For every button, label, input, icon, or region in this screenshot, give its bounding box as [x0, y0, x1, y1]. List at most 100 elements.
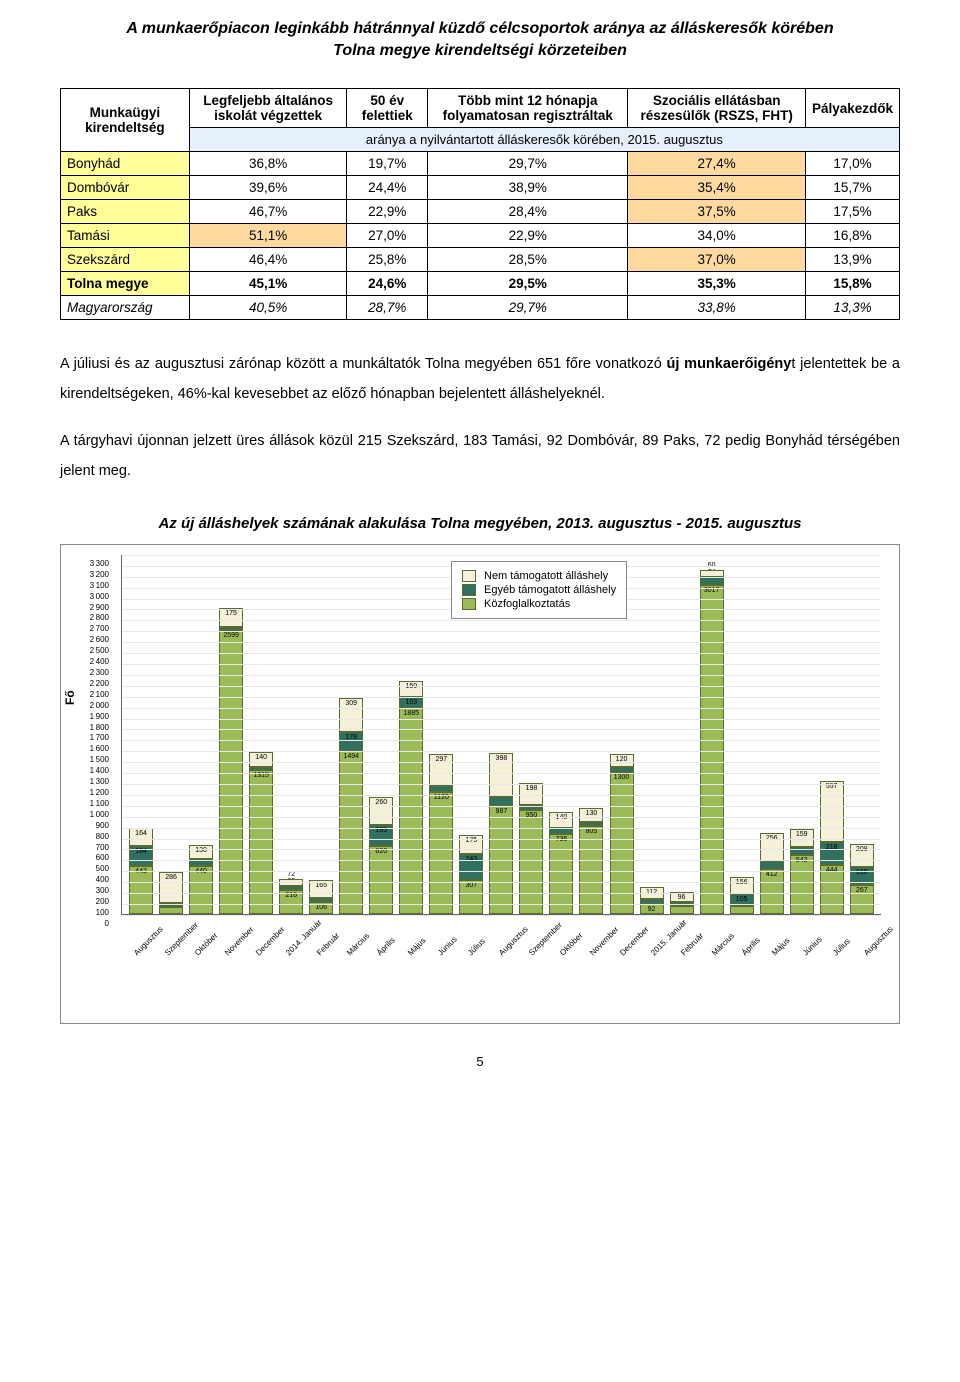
bar-value-label: 105 [731, 896, 753, 903]
cell: 22,9% [347, 200, 428, 224]
legend-label: Közfoglalkoztatás [484, 598, 570, 610]
table-row: Dombóvár39,6%24,4%38,9%35,4%15,7% [61, 176, 900, 200]
y-tick: 1 400 [90, 766, 109, 775]
cell: 35,4% [628, 176, 806, 200]
bar-segment: 130 [579, 808, 603, 822]
bar-segment: 140 [549, 812, 573, 827]
cell: 15,7% [805, 176, 899, 200]
page-number: 5 [60, 1054, 900, 1069]
y-tick: 300 [96, 886, 109, 895]
bar-segment: 68 [670, 906, 694, 913]
y-tick: 2 900 [90, 603, 109, 612]
cell: 38,9% [428, 176, 628, 200]
cell: 37,0% [628, 248, 806, 272]
legend-item: Egyéb támogatott álláshely [462, 584, 616, 596]
bar-segment: 87 [489, 797, 513, 806]
bar-segment: 50 [610, 767, 634, 772]
y-tick: 800 [96, 832, 109, 841]
bar-segment: 412 [760, 869, 784, 914]
bar-value-label: 96 [671, 894, 693, 901]
bar-segment: 150 [399, 681, 423, 697]
bar-segment: 3017 [700, 585, 724, 914]
cell: 16,8% [805, 224, 899, 248]
cell: 51,1% [189, 224, 347, 248]
bar-group: 130050120 [610, 754, 634, 914]
cell: 19,7% [347, 152, 428, 176]
col-header-0: Legfeljebb általános iskolát végzettek [189, 89, 347, 128]
legend-label: Egyéb támogatott álláshely [484, 584, 616, 596]
y-tick: 2 000 [90, 701, 109, 710]
bar-segment: 120 [610, 754, 634, 767]
bar-value-label: 130 [190, 847, 212, 854]
cell: 28,4% [428, 200, 628, 224]
bar-segment: 76 [730, 906, 754, 914]
y-tick: 900 [96, 821, 109, 830]
title-main: A munkaerőpiacon leginkább hátránnyal kü… [60, 20, 900, 38]
bar-segment: 156 [730, 877, 754, 894]
y-tick: 1 900 [90, 712, 109, 721]
cell: 45,1% [189, 272, 347, 296]
bar-segment: 440 [189, 866, 213, 914]
cell: 24,6% [347, 272, 428, 296]
bar-segment: 30 [219, 627, 243, 630]
table-row: Magyarország40,5%28,7%29,7%33,8%13,3% [61, 296, 900, 320]
bar-segment: 297 [429, 754, 453, 786]
legend-swatch [462, 570, 476, 582]
table-body: Bonyhád36,8%19,7%29,7%27,4%17,0%Dombóvár… [61, 152, 900, 320]
row-label: Tolna megye [61, 272, 190, 296]
bar-segment: 398 [489, 753, 513, 796]
bar-value-label: 309 [340, 700, 362, 707]
cell: 35,3% [628, 272, 806, 296]
bar-segment: 735 [549, 834, 573, 914]
bar-value-label: 198 [520, 785, 542, 792]
col-header-1: 50 év felettiek [347, 89, 428, 128]
bar-segment: 140 [249, 752, 273, 767]
bar-value-label: 140 [250, 754, 272, 761]
title-sub: Tolna megye kirendeltségi körzeteiben [60, 42, 900, 60]
cell: 29,5% [428, 272, 628, 296]
bar-segment: 267 [850, 885, 874, 914]
legend-swatch [462, 584, 476, 596]
y-tick: 1 100 [90, 799, 109, 808]
bar-segment: 1120 [429, 792, 453, 914]
legend-item: Közfoglalkoztatás [462, 598, 616, 610]
bar-segment: 950 [519, 810, 543, 914]
y-tick: 2 500 [90, 646, 109, 655]
bar-group: 9240112 [640, 887, 664, 914]
bar-group: 10643165 [309, 880, 333, 914]
bar-segment: 36 [279, 886, 303, 890]
chart-title: Az új álláshelyek számának alakulása Tol… [60, 515, 900, 532]
cell: 27,4% [628, 152, 806, 176]
bar-value-label: 164 [130, 830, 152, 837]
bar-segment: 74 [700, 577, 724, 585]
bar-group: 1885103150 [399, 681, 423, 914]
cell: 40,5% [189, 296, 347, 320]
bar-group: 112052297 [429, 754, 453, 914]
bar-segment: 442 [129, 866, 153, 914]
chart-frame: Fő 01002003004005006007008009001 0001 10… [60, 544, 900, 1024]
bar-segment: 256 [760, 833, 784, 861]
bar-segment: 164 [129, 828, 153, 846]
bar-segment: 74 [790, 847, 814, 855]
bar-value-label: 307 [460, 882, 482, 889]
bar-segment: 62 [159, 907, 183, 914]
legend-swatch [462, 598, 476, 610]
x-axis: AugusztusSzeptemberOktóberNovemberDecemb… [121, 915, 881, 985]
y-tick: 0 [105, 919, 109, 928]
row-label: Tamási [61, 224, 190, 248]
cell: 28,5% [428, 248, 628, 272]
y-tick: 3 200 [90, 570, 109, 579]
bar-segment: 30 [249, 767, 273, 770]
cell: 17,0% [805, 152, 899, 176]
para1-b: új munkaerőigény [667, 356, 792, 372]
bar-segment: 208 [850, 844, 874, 867]
y-tick: 3 100 [90, 581, 109, 590]
bar-segment: 307 [459, 880, 483, 913]
bar-group: 131530140 [249, 752, 273, 914]
bar-group: 30177460 [700, 570, 724, 914]
cell: 15,8% [805, 272, 899, 296]
cell: 46,4% [189, 248, 347, 272]
bar-segment: 175 [219, 608, 243, 627]
bar-segment: 309 [339, 698, 363, 732]
chart-legend: Nem támogatott álláshelyEgyéb támogatott… [451, 561, 627, 619]
